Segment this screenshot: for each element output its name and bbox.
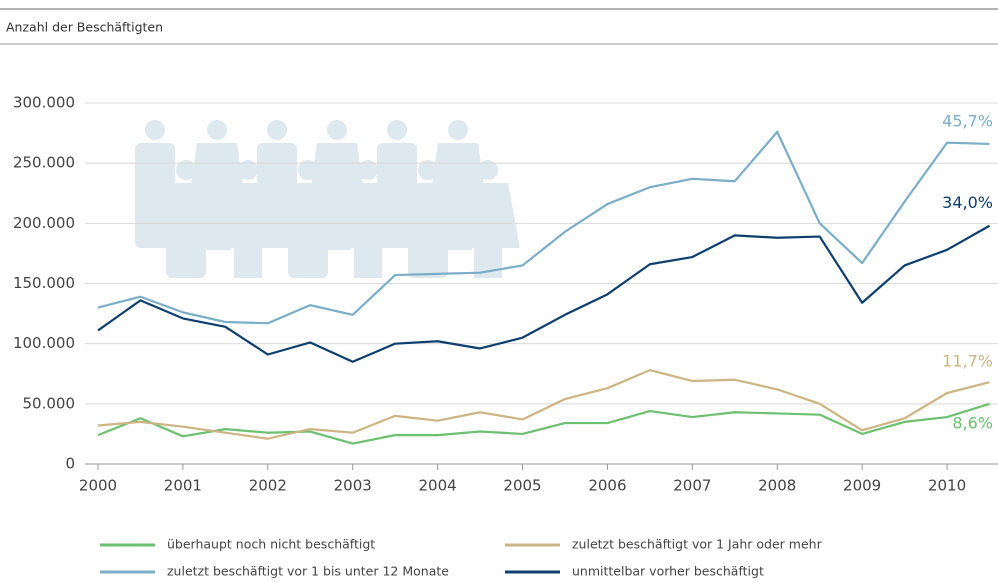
x-tick-label: 2004	[419, 477, 457, 495]
y-tick-label: 50.000	[23, 394, 76, 412]
legend-label: unmittelbar vorher beschäftigt	[572, 564, 764, 579]
series-line	[97, 130, 990, 325]
legend-label: zuletzt beschäftigt vor 1 bis unter 12 M…	[167, 564, 449, 579]
x-tick-label: 2000	[79, 477, 117, 495]
x-tick-label: 2009	[843, 477, 881, 495]
y-tick-label: 0	[65, 455, 75, 473]
x-tick-label: 2005	[503, 477, 541, 495]
y-tick-label: 100.000	[13, 334, 75, 352]
x-tick-label: 2007	[673, 477, 711, 495]
y-tick-label: 150.000	[13, 274, 75, 292]
people-illustration	[135, 120, 520, 278]
annotation: 34,0%	[942, 193, 993, 212]
y-tick-label: 300.000	[13, 94, 75, 112]
chart-title: Anzahl der Beschäftigten	[6, 20, 163, 35]
legend-label: zuletzt beschäftigt vor 1 Jahr oder mehr	[572, 537, 823, 552]
y-tick-label: 250.000	[13, 154, 75, 172]
series-line	[97, 369, 990, 440]
annotation: 11,7%	[942, 352, 993, 371]
x-tick-label: 2010	[928, 477, 966, 495]
series-line	[97, 224, 991, 363]
annotation: 45,7%	[942, 111, 993, 130]
y-tick-label: 200.000	[13, 214, 75, 232]
series-line	[97, 402, 990, 445]
x-tick-label: 2003	[334, 477, 372, 495]
x-tick-label: 2008	[758, 477, 796, 495]
x-tick-label: 2001	[164, 477, 202, 495]
annotation: 8,6%	[952, 413, 993, 432]
legend-label: überhaupt noch nicht beschäftigt	[167, 537, 375, 552]
x-tick-label: 2002	[249, 477, 287, 495]
x-tick-label: 2006	[588, 477, 626, 495]
